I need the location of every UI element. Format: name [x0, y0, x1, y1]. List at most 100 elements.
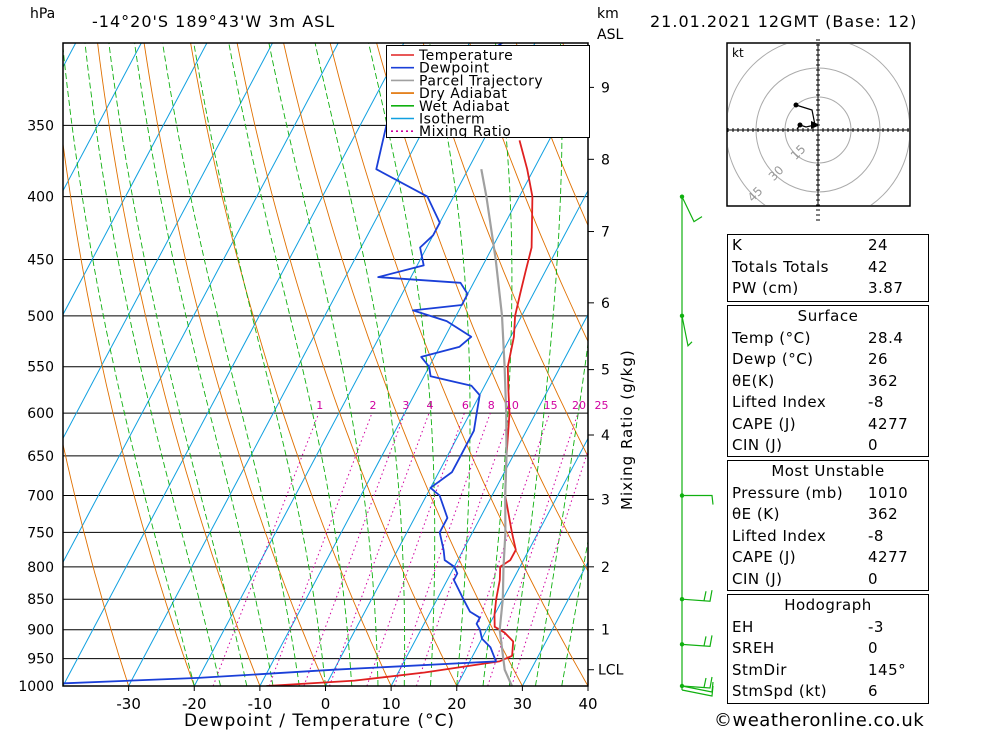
- mixing-ratio-label: 1: [316, 399, 323, 412]
- dry-adiabat-line: [97, 43, 261, 686]
- lcl-label: LCL: [598, 663, 624, 679]
- surface-theta-value: 362: [868, 371, 899, 390]
- surface-li-label: Lifted Index: [732, 393, 827, 411]
- wind-barb: [681, 590, 713, 602]
- legend-item-label: Isotherm: [419, 112, 485, 128]
- legend: Temperature Dewpoint Parcel Trajectory Dry …: [386, 45, 590, 138]
- wet-adiabat-line: [162, 43, 300, 686]
- mixing-ratio-axis-title: Mixing Ratio (g/kg): [618, 349, 636, 510]
- pressure-tick-label: 1000: [18, 679, 54, 695]
- isotherm-line: [63, 43, 339, 564]
- pressure-tick-label: 850: [27, 592, 54, 608]
- mixing-ratio-line: [329, 413, 430, 686]
- temperature-tick-label: -20: [182, 695, 207, 713]
- wind-barb: [681, 685, 714, 697]
- pressure-tick-label: 450: [27, 253, 54, 269]
- wet-adiabat-line: [108, 43, 248, 686]
- wind-barb: [682, 494, 714, 505]
- wind-barbs: [679, 194, 714, 697]
- surface-cape-value: 4277: [868, 414, 909, 433]
- surface-dewp-label: Dewp (°C): [732, 350, 814, 368]
- legend-item-label: Parcel Trajectory: [419, 73, 543, 89]
- pressure-tick-label: 800: [27, 560, 54, 576]
- mixing-ratio-label: 25: [594, 399, 608, 412]
- wet-adiabat-line: [84, 43, 221, 686]
- pressure-tick-label: 500: [27, 309, 54, 325]
- mu-theta-label: θE (K): [732, 505, 780, 523]
- mixing-ratio-label: 3: [402, 399, 409, 412]
- k-index-value: 24: [868, 236, 889, 254]
- pressure-tick-label: 550: [27, 360, 54, 376]
- isotherm-line: [259, 65, 588, 686]
- mu-cin-label: CIN (J): [732, 569, 783, 588]
- wet-adiabat-line: [508, 43, 563, 686]
- mixing-ratio-label: 6: [462, 399, 469, 412]
- dry-adiabat-line: [376, 43, 588, 573]
- km-tick-label: 6: [601, 296, 610, 312]
- mu-pressure-value: 1010: [868, 483, 909, 502]
- hodograph-table: Hodograph EH -3 SREH 0 StmDir 145° StmSpd (…: [727, 594, 929, 704]
- location-title: -14°20'S 189°43'W 3m ASL: [92, 12, 336, 31]
- mu-li-value: -8: [868, 526, 884, 545]
- dry-adiabat-line: [469, 43, 588, 343]
- dry-adiabat-line: [63, 442, 130, 686]
- wet-adiabat-line: [228, 43, 353, 686]
- pw-value: 3.87: [868, 279, 904, 297]
- dry-adiabat-line: [236, 43, 458, 686]
- dry-adiabat-line: [422, 43, 588, 458]
- km-tick-label: 3: [601, 492, 610, 508]
- pressure-tick-label: 400: [27, 190, 54, 206]
- surface-title: Surface: [797, 307, 859, 325]
- dry-adiabat-line: [515, 43, 588, 227]
- km-tick-label: 1: [601, 623, 610, 639]
- pressure-tick-label: 650: [27, 449, 54, 465]
- totals-value: 42: [868, 257, 889, 276]
- surface-dewp-value: 26: [868, 350, 889, 368]
- most-unstable-table: Most Unstable Pressure (mb) 1010 θE (K) 36…: [727, 460, 929, 591]
- surface-cape-label: CAPE (J): [732, 414, 797, 433]
- wind-barb: [681, 676, 713, 689]
- km-tick-label: 7: [601, 225, 610, 241]
- surface-temp-label: Temp (°C): [732, 328, 811, 347]
- stmspd-label: StmSpd (kt): [732, 682, 828, 700]
- legend-item-label: Wet Adiabat: [419, 99, 510, 115]
- dry-adiabat-line: [190, 43, 392, 686]
- hpa-label: hPa: [30, 6, 56, 22]
- legend-item-label: Dewpoint: [419, 61, 490, 77]
- wind-barb: [681, 196, 703, 223]
- mixing-ratio-line: [366, 413, 465, 686]
- mixing-ratio-label: 10: [505, 399, 519, 412]
- wet-adiabat-line: [482, 43, 513, 686]
- temperature-tick-label: -10: [248, 695, 273, 713]
- hodo-table-title: Hodograph: [784, 596, 872, 614]
- dry-adiabat-line: [329, 43, 588, 686]
- dry-adiabat-line: [63, 140, 195, 686]
- wet-adiabat-line: [134, 43, 274, 686]
- isotherm-line: [390, 313, 588, 686]
- storm-motion-arrow: [811, 121, 820, 129]
- pressure-tick-label: 950: [27, 652, 54, 668]
- hodograph-unit: kt: [732, 46, 744, 60]
- mixing-ratio-line: [268, 413, 373, 686]
- wind-barb: [681, 635, 713, 648]
- isotherm-line: [325, 189, 588, 686]
- mixing-ratio-label: 4: [426, 399, 433, 412]
- wet-adiabat-line: [63, 43, 195, 686]
- km-tick-label: 9: [601, 80, 610, 96]
- sreh-value: 0: [868, 639, 879, 657]
- pressure-tick-label: 700: [27, 489, 54, 505]
- mixing-ratio-line: [415, 413, 512, 686]
- mu-theta-value: 362: [868, 505, 899, 523]
- eh-value: -3: [868, 617, 884, 636]
- dry-adiabat-line: [283, 43, 523, 686]
- km-tick-label: 8: [601, 152, 610, 168]
- series-dewpoint: [63, 43, 503, 685]
- surface-table: Surface Temp (°C) 28.4 Dewp (°C) 26 θE(K) 3…: [727, 305, 929, 457]
- mu-cin-value: 0: [868, 569, 879, 588]
- asl-label: ASL: [597, 27, 624, 43]
- legend-item-label: Dry Adiabat: [419, 86, 507, 102]
- mixing-ratio-line: [212, 413, 320, 686]
- wet-adiabat-line: [193, 43, 326, 686]
- sreh-label: SREH: [732, 639, 775, 657]
